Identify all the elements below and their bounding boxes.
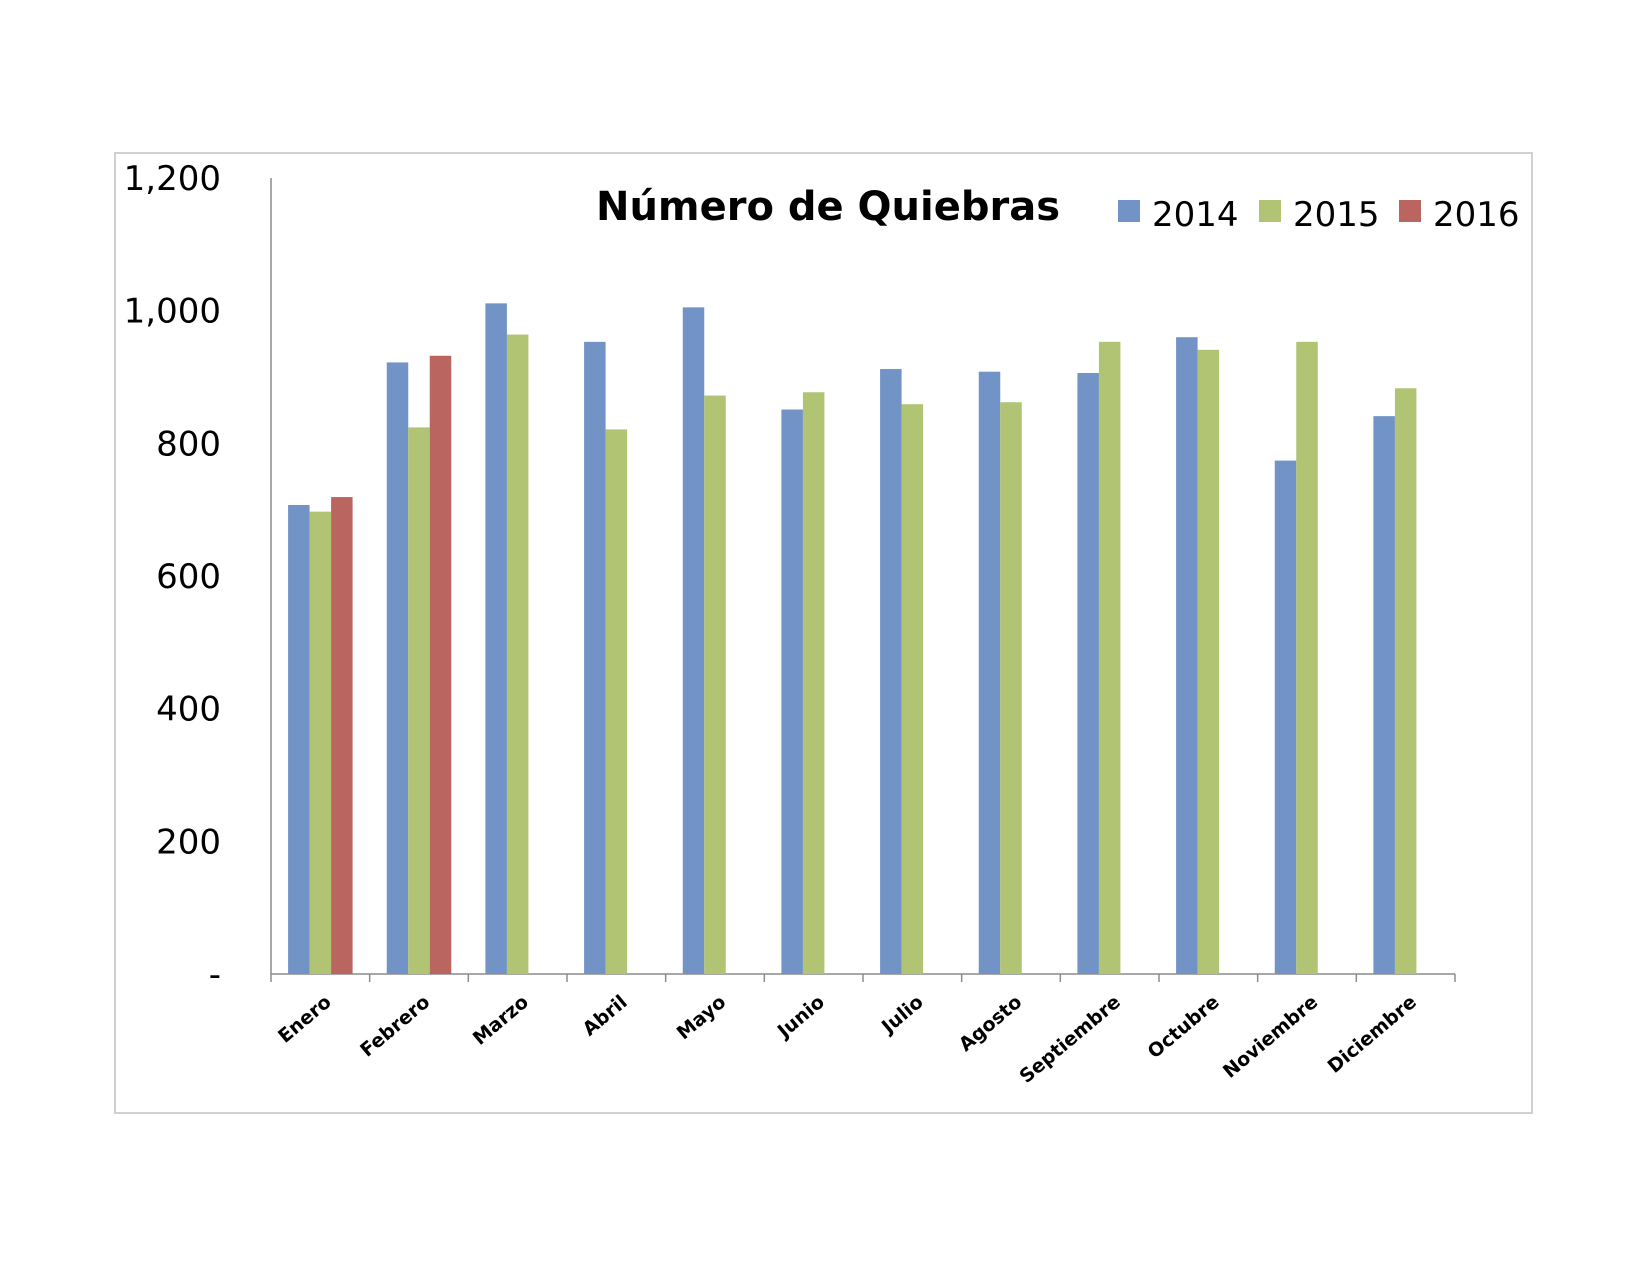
chart-title: Número de Quiebras: [596, 184, 1060, 230]
bar-2014-octubre: [1176, 337, 1198, 974]
legend-swatch: [1399, 200, 1421, 222]
x-axis: Enero Febrero Marzo Abril Mayo Junio Julio Agos…: [270, 973, 1456, 1088]
bar-2015-octubre: [1197, 349, 1220, 974]
bar-2014-junio: [781, 409, 803, 975]
legend-swatch: [1118, 200, 1140, 222]
y-tick-label: 800: [156, 424, 221, 464]
legend-swatch: [1259, 200, 1281, 222]
x-tick-label: Abril: [579, 991, 632, 1040]
bar-2016-enero: [331, 497, 353, 974]
legend-item-2014: 2014: [1118, 195, 1239, 235]
x-tick-label: Marzo: [469, 991, 533, 1050]
x-tick-label: Febrero: [356, 991, 434, 1061]
y-tick-label: 200: [156, 822, 221, 862]
x-tick-label: Noviembre: [1219, 991, 1322, 1083]
bar-2015-febrero: [408, 427, 430, 974]
bar-2016-febrero: [429, 355, 452, 975]
bar-2014-septiembre: [1077, 373, 1099, 974]
legend-label: 2014: [1152, 195, 1239, 235]
x-tick-label: Enero: [274, 991, 336, 1048]
legend-item-2016: 2016: [1399, 195, 1520, 235]
bar-2014-diciembre: [1373, 416, 1395, 974]
x-tick-label: Octubre: [1144, 991, 1224, 1063]
x-tick-label: Julio: [876, 991, 927, 1039]
bar-2015-enero: [309, 511, 332, 974]
bar-2015-junio: [802, 392, 825, 974]
bar-2015-marzo: [506, 334, 529, 975]
y-tick-label: 1,200: [124, 159, 221, 199]
legend-label: 2015: [1293, 195, 1380, 235]
bar-2015-diciembre: [1394, 388, 1417, 974]
bar-2014-mayo: [682, 307, 705, 975]
x-tick-label: Agosto: [955, 991, 1026, 1056]
bar-2015-agosto: [1000, 402, 1022, 974]
bar-2015-mayo: [704, 395, 726, 974]
bar-2015-julio: [901, 404, 924, 974]
bars: [288, 303, 1417, 975]
x-tick-label: Septiembre: [1016, 991, 1125, 1088]
bar-2014-noviembre: [1274, 460, 1297, 975]
bar-2015-abril: [605, 429, 628, 974]
x-tick-label: Diciembre: [1324, 991, 1421, 1078]
y-tick-label: 1,000: [124, 292, 221, 332]
x-tick-label: Junio: [772, 991, 829, 1044]
bar-2015-septiembre: [1098, 341, 1121, 974]
bar-2014-enero: [288, 505, 310, 974]
x-tick-label: Mayo: [673, 991, 730, 1044]
legend-item-2015: 2015: [1259, 195, 1380, 235]
legend-label: 2016: [1433, 195, 1520, 235]
bar-2014-abril: [584, 341, 606, 974]
y-tick-label: 400: [156, 690, 221, 730]
y-axis: - 200 400 600 800 1,000 1,200: [124, 159, 272, 995]
legend: 2014 2015 2016: [1118, 195, 1520, 235]
bar-2014-febrero: [386, 362, 409, 974]
bar-2014-agosto: [978, 371, 1001, 974]
y-tick-label: 600: [156, 557, 221, 597]
bar-2015-noviembre: [1296, 341, 1318, 974]
y-tick-label: -: [209, 955, 221, 995]
bar-2014-julio: [880, 369, 902, 974]
bar-2014-marzo: [485, 303, 507, 974]
